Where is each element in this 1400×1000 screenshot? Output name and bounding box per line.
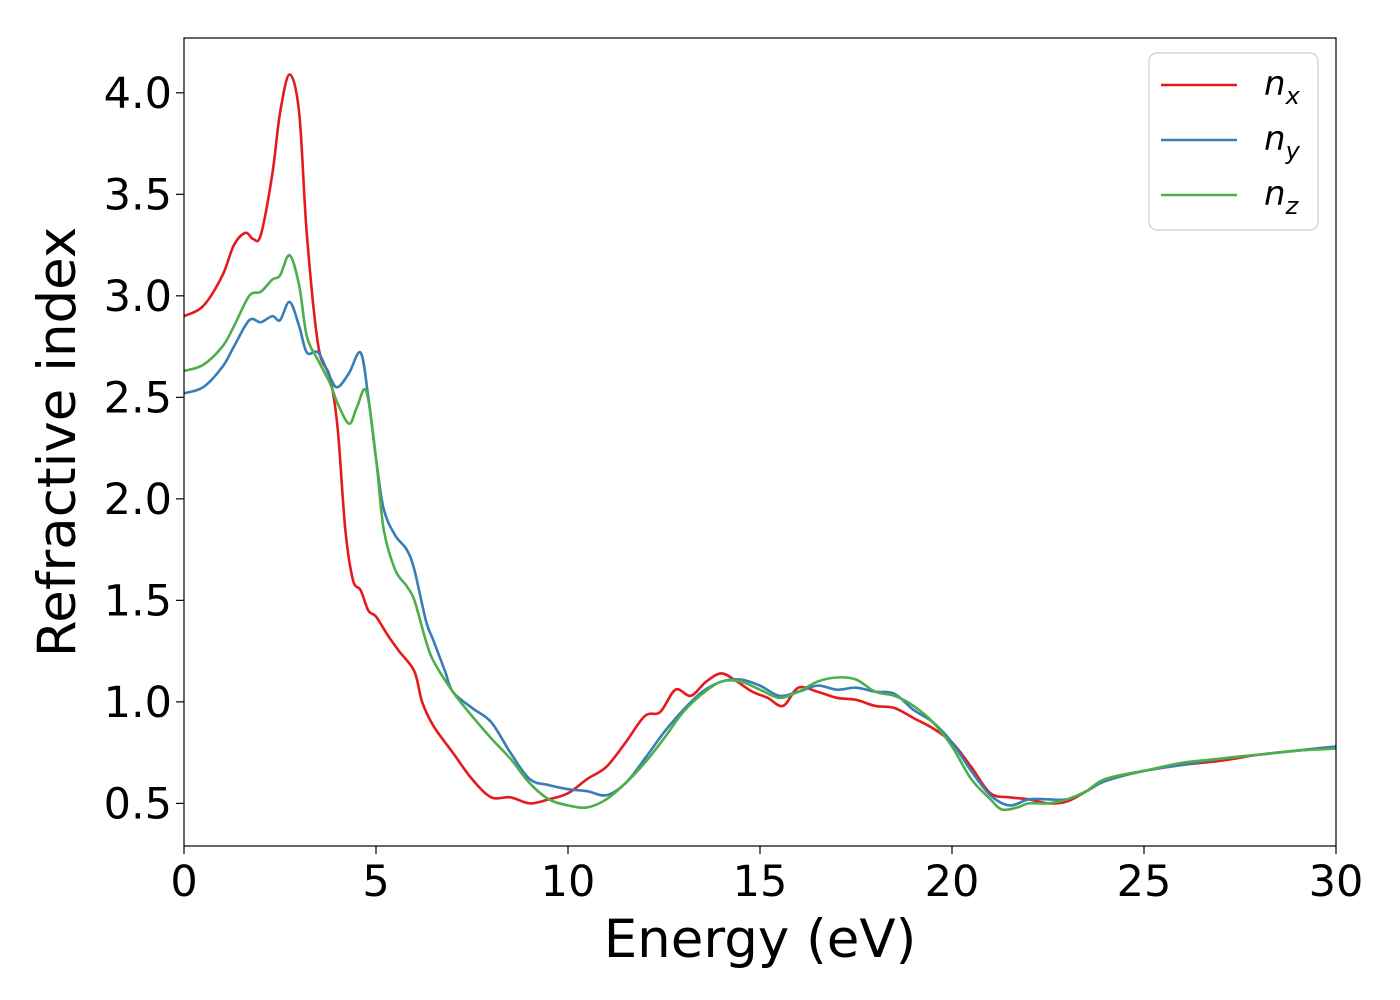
x-tick-label: 0 (170, 857, 197, 907)
legend: nx ny nz (1148, 52, 1319, 231)
y-tick-label: 1.0 (104, 678, 172, 728)
y-tick-label: 2.0 (104, 475, 172, 525)
y-axis: 0.5 1.0 1.5 2.0 2.5 3.0 3.5 4.0 (104, 69, 184, 829)
series-line-n-x (183, 73, 1337, 805)
legend-label-n-x: nx (1264, 64, 1301, 110)
y-tick-label: 0.5 (104, 779, 172, 829)
y-tick-label: 3.5 (104, 170, 172, 220)
legend-box (1148, 52, 1319, 231)
y-tick-label: 4.0 (104, 69, 172, 119)
series-line-n-z (183, 253, 1337, 812)
x-tick-label: 20 (925, 857, 980, 907)
x-tick-label: 5 (362, 857, 389, 907)
y-tick-label: 1.5 (104, 576, 172, 626)
legend-label-n-y: ny (1264, 119, 1301, 165)
y-tick-label: 3.0 (104, 272, 172, 322)
series-layer (183, 73, 1337, 812)
x-tick-label: 25 (1117, 857, 1172, 907)
x-tick-label: 10 (541, 857, 596, 907)
series-line-n-y (183, 300, 1337, 807)
x-axis: 0 5 10 15 20 25 30 (170, 846, 1363, 907)
x-tick-label: 30 (1309, 857, 1364, 907)
legend-label-n-z: nz (1264, 174, 1300, 220)
y-tick-label: 2.5 (104, 373, 172, 423)
x-tick-label: 15 (733, 857, 788, 907)
y-axis-label: Refractive index (27, 227, 88, 657)
x-axis-label: Energy (eV) (604, 909, 917, 970)
